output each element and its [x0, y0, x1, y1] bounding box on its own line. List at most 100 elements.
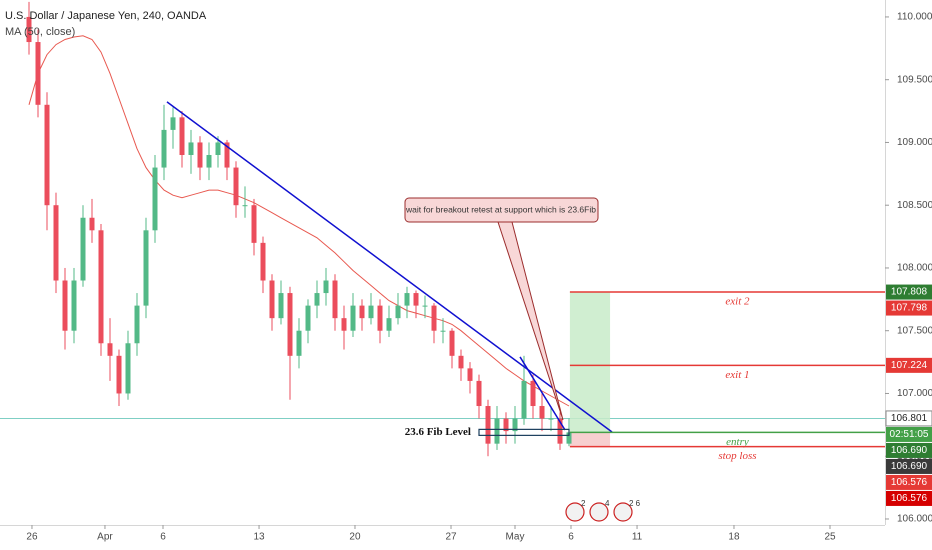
candle-body: [359, 305, 365, 319]
candle-body: [458, 355, 464, 369]
candle-body: [323, 280, 329, 294]
price-label: 106.801: [891, 413, 928, 424]
candle-body: [224, 142, 230, 168]
candle-body: [476, 380, 482, 407]
event-count: 4: [605, 499, 610, 508]
price-label: 106.576: [891, 493, 928, 504]
price-label-bg: [886, 357, 932, 373]
chart-title: U.S. Dollar / Japanese Yen, 240, OANDA: [5, 10, 207, 22]
candle-body: [71, 280, 77, 331]
price-label: 107.808: [891, 287, 928, 298]
y-tick-label: 108.500: [897, 200, 932, 211]
event-icon: [613, 502, 633, 522]
level-label: entry: [726, 436, 749, 448]
candle-body: [467, 368, 473, 381]
candle-body: [62, 280, 68, 331]
candle-body: [188, 142, 194, 156]
callout-text: wait for breakout retest at support whic…: [405, 204, 596, 214]
price-label-bg: [885, 410, 932, 427]
price-label-bg: [886, 490, 932, 506]
candle-body: [80, 217, 86, 281]
candle-body: [116, 355, 122, 394]
moving-average: [28, 35, 570, 407]
candle-body: [350, 305, 356, 331]
x-tick-label: 13: [253, 532, 265, 543]
price-label-bg: [886, 458, 932, 474]
price-label: 107.798: [891, 303, 928, 314]
price-label-bg: [886, 474, 932, 490]
level-label: exit 2: [725, 296, 750, 308]
candle-body: [485, 406, 491, 444]
y-tick-label: 110.000: [897, 12, 932, 23]
event-icon: [589, 502, 609, 522]
candle-body: [197, 142, 203, 168]
candle-body: [44, 104, 50, 206]
x-tick-label: 26: [26, 532, 38, 543]
level-label: stop loss: [718, 450, 756, 462]
trendline: [166, 101, 613, 433]
candle-body: [341, 318, 347, 331]
y-tick-label: 107.500: [897, 325, 932, 336]
x-tick-label: May: [506, 532, 525, 543]
x-tick-label: 27: [445, 532, 457, 543]
candle-body: [566, 432, 572, 444]
candle-body: [233, 167, 239, 206]
candle-body: [89, 217, 95, 231]
candle-body: [206, 155, 212, 168]
candle-body: [152, 167, 158, 231]
candle-body: [125, 343, 131, 394]
candle-body: [26, 16, 32, 43]
candle-body: [422, 305, 428, 307]
fib-label: 23.6 Fib Level: [405, 426, 471, 438]
candle-body: [512, 418, 518, 432]
candle-body: [368, 305, 374, 319]
event-count: 2: [581, 499, 586, 508]
candle-body: [332, 280, 338, 319]
price-label: 107.224: [891, 360, 928, 371]
candle-body: [431, 305, 437, 331]
y-tick-label: 109.000: [897, 137, 932, 148]
candle-body: [377, 305, 383, 331]
indicator-label: MA (50, close): [5, 26, 75, 38]
y-tick-label: 107.000: [897, 388, 932, 399]
candle-body: [494, 418, 500, 444]
x-tick-label: 20: [349, 532, 361, 543]
candle-body: [242, 205, 248, 207]
x-tick-label: 11: [632, 532, 643, 543]
price-label: 106.576: [891, 477, 928, 488]
trendline: [519, 356, 566, 431]
x-tick-label: 25: [824, 532, 836, 543]
y-tick-label: 109.500: [897, 74, 932, 85]
candle-body: [305, 305, 311, 331]
x-tick-label: Apr: [97, 532, 113, 543]
stop-zone: [569, 432, 611, 447]
x-tick-label: 18: [728, 532, 740, 543]
price-label: 02:51:05: [890, 429, 929, 440]
candle-body: [314, 293, 320, 306]
price-label: 106.690: [891, 445, 928, 456]
fib-band: [478, 428, 570, 436]
candle-body: [98, 230, 104, 344]
candle-body: [539, 406, 545, 419]
candle-body: [107, 343, 113, 356]
level-label: exit 1: [725, 369, 749, 381]
candle-body: [404, 293, 410, 306]
candle-body: [260, 242, 266, 281]
candle-body: [161, 129, 167, 168]
target-zone: [569, 292, 611, 433]
candle-body: [296, 330, 302, 356]
candle-body: [413, 293, 419, 306]
candle-body: [548, 418, 554, 420]
candle-body: [395, 305, 401, 319]
candle-body: [179, 117, 185, 156]
candle-body: [143, 230, 149, 306]
callout-box: [404, 197, 599, 223]
x-tick-label: 6: [160, 532, 166, 543]
candle-body: [134, 305, 140, 344]
candle-body: [215, 142, 221, 156]
candle-body: [503, 418, 509, 432]
candle-body: [530, 380, 536, 407]
